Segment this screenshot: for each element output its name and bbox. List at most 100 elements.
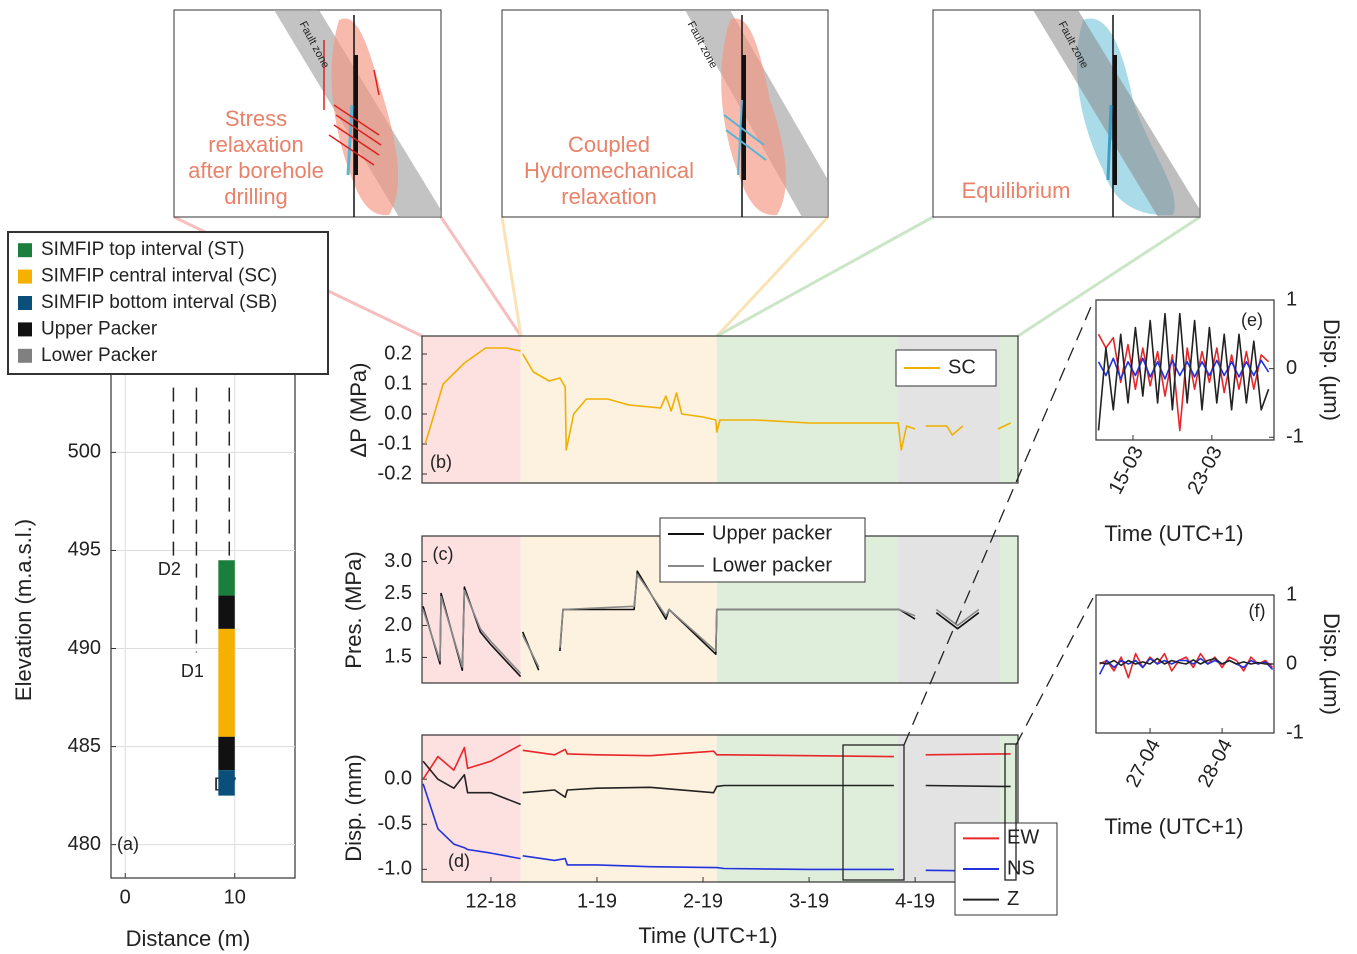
legend-swatch [18, 269, 32, 284]
x-tick-label: 15-03 [1105, 442, 1148, 497]
legend-box [7, 231, 329, 375]
x-tick-label: 28-04 [1194, 735, 1237, 790]
data-line [422, 744, 1011, 780]
legend-box [659, 517, 866, 583]
interval-segment [218, 560, 235, 596]
legend-label: EW [1007, 827, 1039, 849]
legend-swatch [18, 348, 32, 363]
y-tick-label: 3.0 [384, 550, 412, 572]
panel-label: (d) [448, 851, 470, 871]
panel-label: (e) [1241, 310, 1263, 330]
x-tick-label: 1-19 [577, 890, 617, 912]
y-tick-label: 0.1 [384, 372, 412, 394]
legend-label: SIMFIP central interval (SC) [41, 266, 277, 287]
y-tick-label: -1.0 [378, 858, 412, 880]
panel: 480 485 490 495 500 0 10 (a) Distance (m) Elevati… [7, 231, 329, 951]
fractures [723, 99, 767, 176]
x-tick-label: 2-19 [683, 890, 723, 912]
y-axis-label: Disp. (mm) [341, 754, 366, 862]
panel: 3.0 2.5 2.0 1.5 (c) Pres. (MPa) Upper packer Lo… [341, 517, 1019, 684]
legend-swatch [18, 322, 32, 337]
schematic: Fault zone [932, 9, 1201, 218]
y-tick-label: 0 [1286, 357, 1297, 379]
x-tick-label: 10 [224, 886, 246, 908]
y-tick-label: -0.5 [378, 813, 412, 835]
plot-area [421, 734, 1019, 883]
x-tick-label: 0 [120, 886, 131, 908]
x-tick-label: 27-04 [1122, 735, 1165, 790]
zoom-leader [903, 301, 1094, 746]
connector [500, 216, 523, 337]
y-tick-label: 1 [1286, 583, 1297, 605]
y-axis-label: Disp. (µm) [1319, 319, 1344, 421]
x-tick-label: 12-18 [465, 890, 516, 912]
y-tick-label: 500 [68, 441, 101, 463]
interval-segment [218, 628, 235, 737]
data-line [1099, 652, 1274, 679]
schematic: Fault zone [501, 9, 829, 218]
phase-band [898, 536, 1000, 683]
panel-label: (a) [117, 834, 139, 854]
y-tick-label: 0.2 [384, 342, 412, 364]
y-tick-label: 490 [68, 637, 101, 659]
plot-area [110, 369, 296, 879]
schematic-label: relaxation [561, 184, 656, 209]
zoom-indicators [842, 301, 1094, 881]
y-tick-label: -1 [1286, 721, 1304, 743]
panel: 0.0 -0.5 -1.0 12-18 1-19 2-19 3-19 4-19 (d) Time … [341, 734, 1058, 948]
schematic-label: Coupled [568, 132, 650, 157]
slip-arrows [323, 40, 382, 166]
y-tick-label: 495 [68, 539, 101, 561]
legend-label: Lower Packer [41, 345, 158, 366]
data-line [424, 347, 1011, 451]
y-axis-label: ΔP (MPa) [346, 363, 371, 458]
panel-label: (f) [1249, 601, 1266, 621]
schematic-label: after borehole [188, 158, 324, 183]
data-line [1097, 312, 1270, 431]
legend-label: Upper Packer [41, 318, 158, 339]
schematic-label: Equilibrium [962, 178, 1071, 203]
y-tick-label: 2.5 [384, 582, 412, 604]
data-line [1097, 333, 1270, 432]
y-axis-label: Pres. (MPa) [341, 551, 366, 668]
interval-segment [218, 595, 235, 629]
panel-label: (b) [430, 452, 452, 472]
x-axis-label: Distance (m) [126, 926, 251, 951]
schematic: Fault zone [173, 9, 442, 218]
y-axis-label: Disp. (µm) [1319, 613, 1344, 715]
legend-swatch [18, 296, 32, 310]
y-tick-label: -0.2 [378, 462, 412, 484]
legend-label: Upper packer [712, 522, 832, 544]
legend-label: SIMFIP top interval (ST) [41, 239, 244, 260]
connector [439, 216, 523, 337]
data-line [422, 760, 1011, 806]
phase-band [422, 735, 521, 882]
schematic-label: Hydromechanical [524, 158, 694, 183]
y-tick-label: 485 [68, 735, 101, 757]
y-tick-label: 1 [1286, 288, 1297, 310]
legend-label: NS [1007, 857, 1035, 879]
legend-label: Lower packer [712, 554, 832, 576]
x-tick-label: 3-19 [789, 890, 829, 912]
y-tick-label: -1 [1286, 426, 1304, 448]
y-tick-label: 480 [68, 833, 101, 855]
phase-band [520, 336, 717, 483]
connector [1017, 215, 1201, 338]
x-tick-label: 4-19 [895, 890, 935, 912]
panel-label: (c) [433, 544, 454, 564]
zoom-box [842, 744, 905, 881]
schematic-label: Stress [225, 106, 287, 131]
x-axis-label: Time (UTC+1) [1104, 814, 1243, 839]
panel: 0.2 0.1 0.0 -0.1 -0.2 (b) ΔP (MPa) SC [346, 335, 1019, 484]
y-tick-label: 2.0 [384, 614, 412, 636]
connector [715, 215, 830, 338]
well-label: D1 [181, 661, 204, 681]
data-line [1099, 657, 1273, 667]
y-tick-label: -0.1 [378, 432, 412, 454]
legend-label: SIMFIP bottom interval (SB) [41, 292, 277, 313]
zoom-box [1004, 743, 1017, 881]
phase-band [422, 336, 521, 483]
phase-band [422, 536, 521, 683]
